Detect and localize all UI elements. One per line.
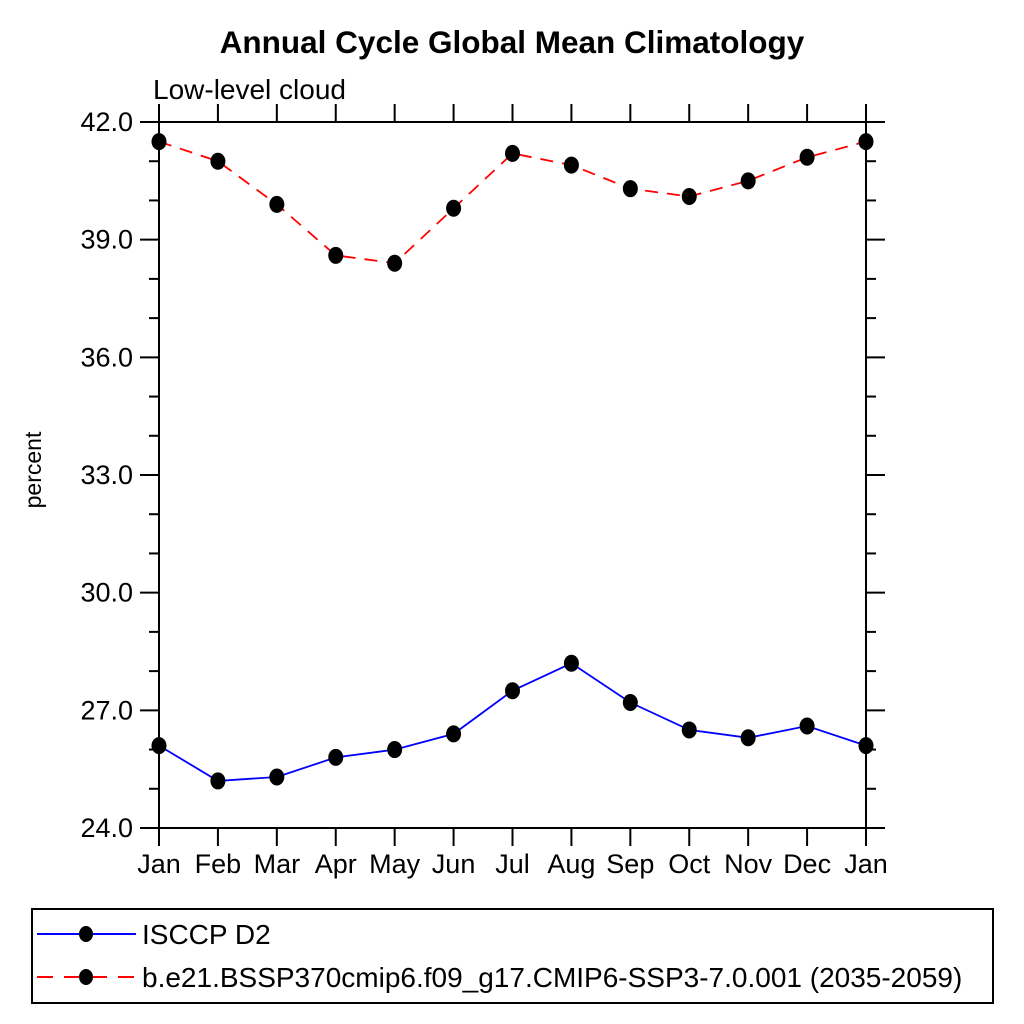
y-tick-label: 33.0	[80, 460, 133, 490]
data-point-marker	[681, 721, 697, 739]
x-tick-label: Dec	[783, 849, 831, 879]
x-tick-label: Jan	[844, 849, 888, 879]
x-tick-label: Feb	[195, 849, 242, 879]
x-tick-label: Oct	[668, 849, 711, 879]
y-tick-label: 36.0	[80, 342, 133, 372]
x-tick-label: Jun	[432, 849, 476, 879]
data-point-marker	[387, 741, 403, 759]
x-tick-label: Jul	[495, 849, 530, 879]
data-point-marker	[740, 172, 756, 190]
data-point-marker	[151, 737, 167, 755]
data-series	[151, 133, 874, 790]
data-point-marker	[858, 737, 874, 755]
data-point-marker	[269, 768, 285, 786]
x-tick-label: Apr	[315, 849, 357, 879]
chart-title: Annual Cycle Global Mean Climatology	[220, 24, 805, 60]
legend-marker	[79, 926, 93, 942]
series-line	[158, 662, 867, 782]
y-tick-label: 27.0	[80, 695, 133, 725]
x-tick-label: Mar	[254, 849, 301, 879]
axis-tick-labels: Jan Feb Mar Apr May Jun Jul Aug Sep Oct Nov Dec Jan2…	[80, 107, 887, 879]
data-point-marker	[446, 725, 462, 743]
y-axis-label: percent	[20, 431, 46, 508]
data-point-marker	[151, 133, 167, 151]
data-point-marker	[328, 748, 344, 766]
data-point-marker	[505, 682, 520, 700]
legend-label: b.e21.BSSP370cmip6.f09_g17.CMIP6-SSP3-7.…	[142, 962, 962, 993]
x-tick-label: May	[369, 849, 421, 879]
x-tick-label: Jan	[137, 849, 181, 879]
data-point-marker	[799, 717, 815, 735]
axis-ticks	[140, 104, 885, 846]
data-point-marker	[446, 199, 462, 217]
data-point-marker	[328, 246, 344, 264]
data-point-marker	[387, 254, 403, 272]
plot-frame	[158, 121, 867, 829]
data-point-marker	[622, 693, 638, 711]
y-tick-label: 39.0	[80, 225, 133, 255]
data-point-marker	[505, 144, 520, 162]
x-tick-label: Nov	[724, 849, 773, 879]
data-point-marker	[681, 188, 697, 206]
y-tick-label: 30.0	[80, 578, 133, 608]
data-point-marker	[210, 152, 226, 170]
legend-marker	[79, 969, 93, 985]
y-tick-label: 42.0	[80, 107, 133, 137]
chart-subtitle: Low-level cloud	[153, 74, 346, 105]
x-tick-label: Aug	[547, 849, 595, 879]
data-point-marker	[622, 180, 638, 198]
legend-box	[31, 908, 994, 1004]
plot-border	[158, 121, 867, 829]
y-tick-label: 24.0	[80, 813, 133, 843]
data-point-marker	[740, 729, 756, 747]
data-point-marker	[269, 195, 285, 213]
data-point-marker	[563, 654, 579, 672]
data-point-marker	[799, 148, 815, 166]
legend-label: ISCCP D2	[142, 919, 271, 950]
data-point-marker	[563, 156, 579, 174]
data-point-marker	[210, 772, 226, 790]
x-tick-label: Sep	[606, 849, 654, 879]
data-point-marker	[858, 133, 874, 151]
legend: ISCCP D2 b.e21.BSSP370cmip6.f09_g17.CMIP6…	[31, 908, 994, 1004]
